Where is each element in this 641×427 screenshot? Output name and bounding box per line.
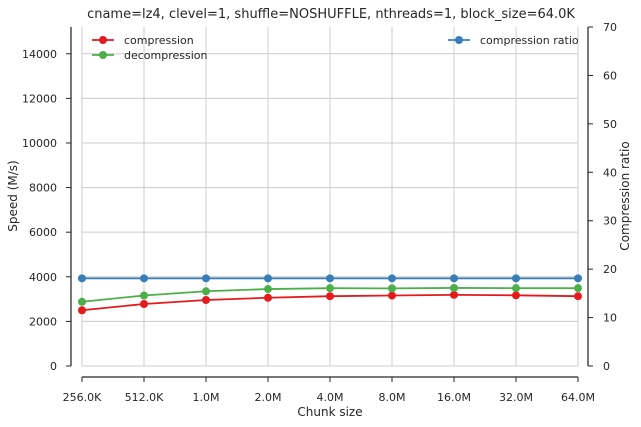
y2-tick-label: 60	[603, 69, 617, 82]
y-tick-label: 8000	[29, 182, 57, 195]
chart-title: cname=lz4, clevel=1, shuffle=NOSHUFFLE, …	[87, 7, 575, 22]
data-point-decompression	[450, 283, 458, 292]
data-point-compression	[388, 291, 396, 300]
legend-marker-compression	[99, 36, 107, 44]
legend-marker-decompression	[99, 51, 107, 59]
data-point-compression	[512, 291, 520, 300]
y-tick-label: 14000	[22, 48, 57, 61]
x-tick-label: 64.0M	[561, 391, 595, 404]
legend-label-compression: compression	[124, 34, 194, 47]
y-axis-label: Speed (M/s)	[6, 160, 20, 231]
x-tick-label: 8.0M	[379, 391, 406, 404]
data-point-compression-ratio	[78, 274, 86, 283]
x-tick-label: 256.0K	[63, 391, 102, 404]
data-point-decompression	[78, 297, 86, 306]
x-tick-label: 4.0M	[317, 391, 344, 404]
axes: 0 2000 4000 6000 8000 10000 12000 14000 0 10 20 30 4…	[22, 21, 617, 404]
data-point-compression	[264, 293, 272, 302]
data-point-decompression	[264, 285, 272, 294]
data-point-compression-ratio	[140, 274, 148, 283]
y2-tick-label: 70	[603, 21, 617, 34]
data-point-compression	[574, 292, 582, 301]
x-tick-label: 32.0M	[499, 391, 533, 404]
y-tick-label: 10000	[22, 137, 57, 150]
data-point-compression-ratio	[326, 274, 334, 283]
y-tick-label: 0	[50, 360, 57, 373]
data-point-compression	[140, 299, 148, 308]
data-point-decompression	[388, 284, 396, 293]
data-point-compression-ratio	[264, 274, 272, 283]
data-point-decompression	[574, 284, 582, 293]
y-tick-label: 6000	[29, 226, 57, 239]
data-point-compression	[78, 306, 86, 315]
y2-tick-label: 10	[603, 312, 617, 325]
y2-tick-label: 30	[603, 215, 617, 228]
x-tick-label: 2.0M	[255, 391, 282, 404]
y-tick-label: 4000	[29, 271, 57, 284]
data-point-decompression	[202, 287, 210, 296]
legend-marker-compression-ratio	[455, 36, 463, 44]
x-tick-label: 16.0M	[437, 391, 471, 404]
y2-tick-label: 0	[603, 360, 610, 373]
data-point-compression-ratio	[512, 274, 520, 283]
y2-axis-label: Compression ratio	[618, 141, 632, 250]
data-point-compression-ratio	[450, 274, 458, 283]
legend-label-compression-ratio: compression ratio	[480, 34, 579, 47]
grid	[81, 27, 579, 367]
data-point-compression	[450, 290, 458, 299]
data-point-compression	[326, 292, 334, 301]
data-point-compression-ratio	[388, 274, 396, 283]
legend-label-decompression: decompression	[124, 49, 208, 62]
y-tick-label: 2000	[29, 315, 57, 328]
data-point-compression-ratio	[574, 274, 582, 283]
data-point-decompression	[326, 284, 334, 293]
series	[78, 274, 582, 315]
x-tick-label: 1.0M	[193, 391, 220, 404]
y2-tick-label: 40	[603, 166, 617, 179]
data-point-compression-ratio	[202, 274, 210, 283]
legend: compression decompression compression rati…	[92, 34, 579, 62]
data-point-decompression	[512, 284, 520, 293]
y2-tick-label: 20	[603, 263, 617, 276]
y2-tick-label: 50	[603, 118, 617, 131]
data-point-decompression	[140, 291, 148, 300]
x-tick-label: 512.0K	[125, 391, 164, 404]
data-point-compression	[202, 295, 210, 304]
x-axis-label: Chunk size	[297, 405, 362, 419]
y-tick-label: 12000	[22, 92, 57, 105]
